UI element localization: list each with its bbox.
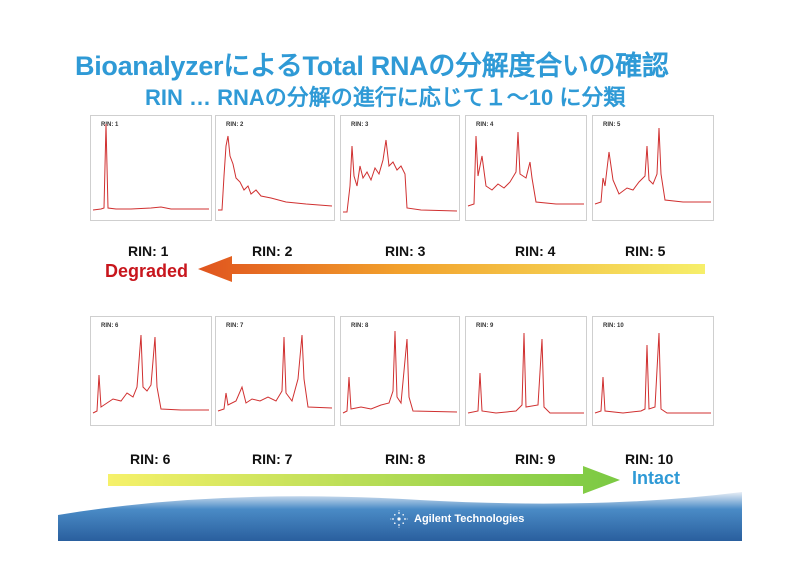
rin-label: RIN: 4	[515, 243, 556, 259]
agilent-spark-icon	[390, 510, 408, 528]
trace-rin-6	[92, 334, 209, 414]
brand-name: Agilent Technologies	[414, 513, 525, 525]
electropherogram-rin-4: RIN: 4	[465, 115, 587, 221]
slide-subtitle: RIN … RNAの分解の進行に応じて１〜10 に分類	[145, 85, 626, 110]
panel-label: RIN: 5	[603, 122, 621, 128]
panel-label: RIN: 8	[351, 323, 369, 329]
trace-rin-7	[217, 334, 333, 412]
rin-label: RIN: 10	[625, 451, 674, 467]
panel-label: RIN: 10	[603, 323, 624, 329]
rin-label: RIN: 3	[385, 243, 426, 259]
panel-label: RIN: 6	[101, 323, 119, 329]
trace-rin-4	[467, 131, 584, 207]
panel-label: RIN: 2	[226, 122, 244, 128]
electropherogram-rin-6: RIN: 6	[90, 316, 212, 426]
rin-label: RIN: 6	[130, 451, 171, 467]
panel-label: RIN: 1	[101, 122, 119, 128]
rin-label: RIN: 8	[385, 451, 426, 467]
trace-rin-2	[218, 135, 333, 211]
trace-rin-9	[467, 332, 584, 414]
panel-label: RIN: 9	[476, 323, 494, 329]
trace-rin-3	[343, 139, 458, 213]
panel-label: RIN: 4	[476, 122, 494, 128]
electropherogram-rin-10: RIN: 10	[592, 316, 714, 426]
rin-label: RIN: 2	[252, 243, 293, 259]
electropherogram-rin-5: RIN: 5	[592, 115, 714, 221]
electropherogram-rin-3: RIN: 3	[340, 115, 460, 221]
electropherogram-rin-2: RIN: 2	[215, 115, 335, 221]
rin-label: RIN: 1	[128, 243, 169, 259]
panel-label: RIN: 7	[226, 323, 244, 329]
intact-label: Intact	[632, 468, 681, 488]
panel-label: RIN: 3	[351, 122, 369, 128]
electropherogram-rin-8: RIN: 8	[340, 316, 460, 426]
slide-title: BioanalyzerによるTotal RNAの分解度合いの確認	[75, 51, 669, 81]
trace-rin-8	[342, 330, 458, 414]
rin-label: RIN: 9	[515, 451, 556, 467]
trace-rin-10	[594, 332, 711, 414]
electropherogram-rin-9: RIN: 9	[465, 316, 587, 426]
trace-rin-1	[92, 123, 209, 211]
footer-logo: Agilent Technologies	[390, 510, 524, 528]
electropherogram-rin-1: RIN: 1	[90, 115, 212, 221]
rin-label: RIN: 7	[252, 451, 293, 467]
rin-label: RIN: 5	[625, 243, 666, 259]
degraded-label: Degraded	[105, 261, 189, 281]
electropherogram-rin-7: RIN: 7	[215, 316, 335, 426]
trace-rin-5	[594, 127, 711, 205]
